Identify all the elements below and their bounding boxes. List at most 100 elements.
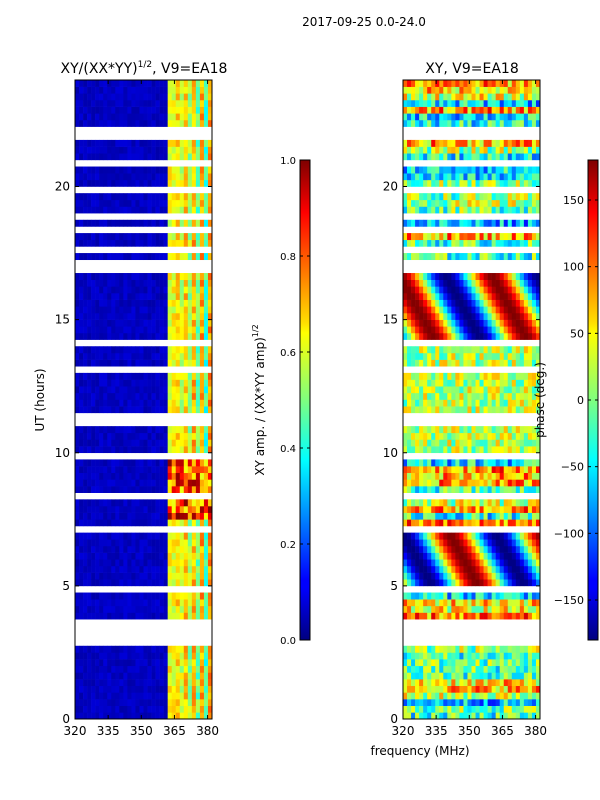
heatmap-cell — [423, 386, 428, 394]
heatmap-cell — [75, 679, 80, 687]
heatmap-cell — [135, 472, 140, 480]
heatmap-cell — [107, 439, 112, 447]
heatmap-cell — [403, 153, 408, 161]
heatmap-cell — [83, 219, 88, 227]
heatmap-cell — [91, 173, 96, 181]
heatmap-cell — [171, 352, 177, 360]
heatmap-cell — [415, 599, 420, 607]
heatmap-cell — [159, 193, 164, 201]
heatmap-cell — [511, 346, 517, 354]
heatmap-cell — [439, 326, 444, 334]
heatmap-cell — [503, 432, 509, 440]
heatmap-cell — [403, 459, 408, 467]
heatmap-cell — [435, 253, 440, 261]
heatmap-cell — [155, 332, 160, 340]
heatmap-cell — [135, 386, 140, 394]
heatmap-cell — [91, 699, 96, 706]
heatmap-cell — [455, 319, 460, 327]
heatmap-cell — [167, 199, 173, 207]
heatmap-cell — [447, 685, 452, 693]
heatmap-cell — [163, 299, 168, 307]
heatmap-cell — [107, 279, 112, 287]
heatmap-cell — [415, 545, 420, 553]
heatmap-cell — [135, 312, 140, 320]
heatmap-cell — [131, 346, 136, 354]
left-colorbar-label: XY amp. / (XX*YY amp)1/2 — [251, 324, 267, 475]
heatmap-cell — [411, 605, 416, 613]
heatmap-cell — [483, 539, 488, 547]
heatmap-cell — [495, 199, 501, 207]
heatmap-cell — [495, 506, 501, 513]
heatmap-cell — [127, 293, 132, 300]
heatmap-cell — [107, 93, 112, 101]
heatmap-cell — [103, 386, 108, 394]
heatmap-cell — [519, 559, 525, 567]
heatmap-cell — [75, 652, 80, 660]
heatmap-cell — [171, 532, 177, 540]
heatmap-cell — [463, 579, 468, 587]
heatmap-cell — [455, 572, 460, 580]
heatmap-cell — [403, 279, 408, 287]
heatmap-cell — [135, 659, 140, 667]
heatmap-cell — [495, 612, 501, 620]
heatmap-cell — [407, 592, 412, 600]
heatmap-cell — [519, 406, 525, 414]
heatmap-cell — [535, 685, 541, 693]
heatmap-cell — [135, 545, 140, 553]
heatmap-cell — [91, 166, 96, 174]
heatmap-cell — [203, 426, 209, 434]
heatmap-cell — [415, 692, 420, 700]
heatmap-cell — [127, 572, 132, 580]
heatmap-cell — [535, 572, 541, 580]
heatmap-cell — [107, 219, 112, 227]
heatmap-cell — [419, 146, 424, 154]
heatmap-cell — [403, 439, 408, 447]
heatmap-cell — [435, 645, 440, 653]
heatmap-cell — [199, 679, 205, 687]
heatmap-cell — [111, 273, 116, 280]
heatmap-cell — [199, 153, 205, 161]
heatmap-cell — [471, 352, 476, 360]
heatmap-cell — [531, 206, 537, 214]
heatmap-cell — [199, 139, 205, 147]
heatmap-cell — [159, 146, 164, 154]
heatmap-cell — [475, 559, 480, 567]
heatmap-cell — [487, 113, 492, 121]
heatmap-cell — [447, 519, 452, 527]
heatmap-cell — [135, 605, 140, 613]
heatmap-cell — [83, 359, 88, 367]
heatmap-cell — [139, 113, 144, 121]
heatmap-cell — [171, 712, 177, 720]
heatmap-cell — [515, 486, 521, 493]
heatmap-cell — [535, 253, 541, 261]
heatmap-cell — [87, 199, 92, 207]
heatmap-cell — [127, 279, 132, 287]
heatmap-cell — [143, 645, 148, 653]
heatmap-cell — [443, 326, 448, 334]
heatmap-cell — [459, 466, 464, 474]
heatmap-cell — [119, 572, 124, 580]
heatmap-cell — [431, 512, 436, 520]
heatmap-cell — [447, 699, 452, 706]
heatmap-cell — [207, 86, 213, 94]
heatmap-cell — [175, 93, 181, 101]
heatmap-cell — [471, 166, 476, 174]
heatmap-cell — [127, 512, 132, 520]
heatmap-cell — [187, 592, 193, 600]
heatmap-cell — [491, 439, 496, 447]
heatmap-cell — [187, 346, 193, 354]
heatmap-cell — [487, 572, 492, 580]
heatmap-cell — [199, 386, 205, 394]
heatmap-cell — [87, 119, 92, 127]
heatmap-cell — [175, 519, 181, 527]
heatmap-cell — [523, 406, 529, 414]
heatmap-cell — [187, 479, 193, 487]
heatmap-cell — [191, 293, 197, 300]
heatmap-cell — [475, 399, 480, 407]
heatmap-cell — [139, 685, 144, 693]
heatmap-cell — [463, 559, 468, 567]
heatmap-cell — [159, 359, 164, 367]
heatmap-cell — [479, 466, 484, 474]
heatmap-cell — [107, 552, 112, 560]
heatmap-cell — [431, 253, 436, 261]
